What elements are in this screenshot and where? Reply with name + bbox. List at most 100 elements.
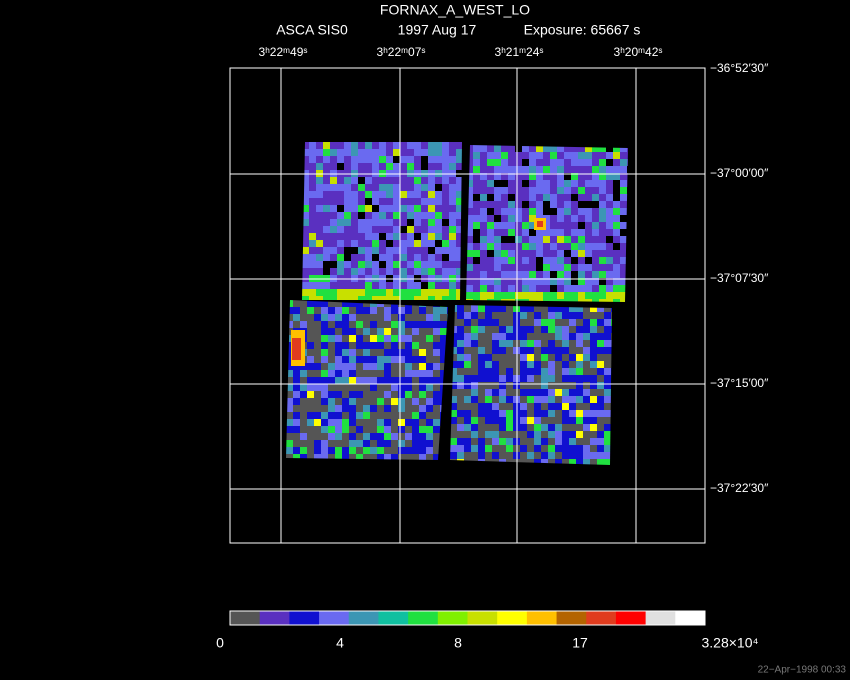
pixel: [550, 236, 557, 243]
pixel: [344, 240, 351, 247]
pixel: [473, 173, 480, 180]
pixel: [349, 363, 356, 370]
pixel: [487, 292, 494, 299]
pixel: [428, 268, 435, 275]
pixel: [571, 285, 578, 292]
pixel: [541, 389, 548, 396]
pixel: [604, 305, 611, 312]
pixel: [302, 142, 309, 149]
pixel: [578, 264, 585, 271]
pixel: [473, 222, 480, 229]
pixel: [370, 370, 377, 377]
pixel: [492, 319, 499, 326]
pixel: [363, 384, 370, 391]
pixel: [351, 198, 358, 205]
pixel: [480, 236, 487, 243]
pixel: [457, 319, 464, 326]
pixel: [506, 389, 513, 396]
pixel: [464, 305, 471, 312]
pixel: [583, 361, 590, 368]
pixel: [328, 384, 335, 391]
pixel: [323, 163, 330, 170]
pixel: [419, 342, 426, 349]
pixel: [356, 377, 363, 384]
pixel: [520, 375, 527, 382]
pixel: [541, 424, 548, 431]
pixel: [557, 264, 564, 271]
pixel: [471, 410, 478, 417]
pixel: [550, 229, 557, 236]
pixel: [541, 312, 548, 319]
pixel: [571, 278, 578, 285]
pixel: [487, 159, 494, 166]
pixel: [550, 250, 557, 257]
pixel: [337, 254, 344, 261]
pixel: [599, 292, 606, 299]
pixel: [590, 424, 597, 431]
pixel: [599, 187, 606, 194]
pixel: [335, 349, 342, 356]
pixel: [569, 431, 576, 438]
pixel: [571, 236, 578, 243]
pixel: [494, 166, 501, 173]
pixel: [534, 361, 541, 368]
pixel: [286, 335, 293, 342]
pixel: [316, 289, 323, 296]
pixel: [370, 377, 377, 384]
pixel: [515, 145, 522, 152]
pixel: [398, 384, 405, 391]
pixel: [527, 319, 534, 326]
pixel: [522, 180, 529, 187]
pixel: [391, 370, 398, 377]
colorbar-swatch: [615, 611, 647, 625]
pixel: [335, 447, 342, 454]
pixel: [442, 247, 449, 254]
pixel: [466, 257, 473, 264]
pixel: [363, 377, 370, 384]
pixel: [307, 447, 314, 454]
pixel: [464, 361, 471, 368]
pixel: [590, 361, 597, 368]
pixel: [508, 194, 515, 201]
pixel: [576, 333, 583, 340]
pixel: [379, 177, 386, 184]
pixel: [356, 314, 363, 321]
pixel: [564, 201, 571, 208]
pixel: [419, 405, 426, 412]
pixel: [456, 198, 462, 205]
pixel: [391, 405, 398, 412]
pixel: [349, 454, 356, 460]
pixel: [515, 285, 522, 292]
pixel: [356, 300, 363, 307]
pixel: [342, 363, 349, 370]
pixel: [442, 149, 449, 156]
pixel: [576, 354, 583, 361]
pixel: [450, 438, 457, 445]
pixel: [435, 226, 442, 233]
pixel: [428, 282, 435, 289]
pixel: [370, 391, 377, 398]
pixel: [620, 222, 627, 229]
pixel: [613, 180, 620, 187]
pixel: [344, 282, 351, 289]
pixel: [372, 268, 379, 275]
pixel: [485, 403, 492, 410]
pixel: [405, 398, 412, 405]
pixel: [520, 361, 527, 368]
pixel: [585, 250, 592, 257]
pixel: [450, 431, 457, 438]
pixel: [534, 312, 541, 319]
pixel: [442, 156, 449, 163]
pixel: [499, 368, 506, 375]
pixel: [419, 307, 426, 314]
pixel: [564, 264, 571, 271]
pixel: [365, 289, 372, 296]
pixel: [478, 375, 485, 382]
pixel: [478, 319, 485, 326]
pixel: [464, 319, 471, 326]
pixel: [456, 226, 462, 233]
pixel: [414, 184, 421, 191]
pixel: [480, 208, 487, 215]
pixel: [457, 431, 464, 438]
pixel: [501, 271, 508, 278]
